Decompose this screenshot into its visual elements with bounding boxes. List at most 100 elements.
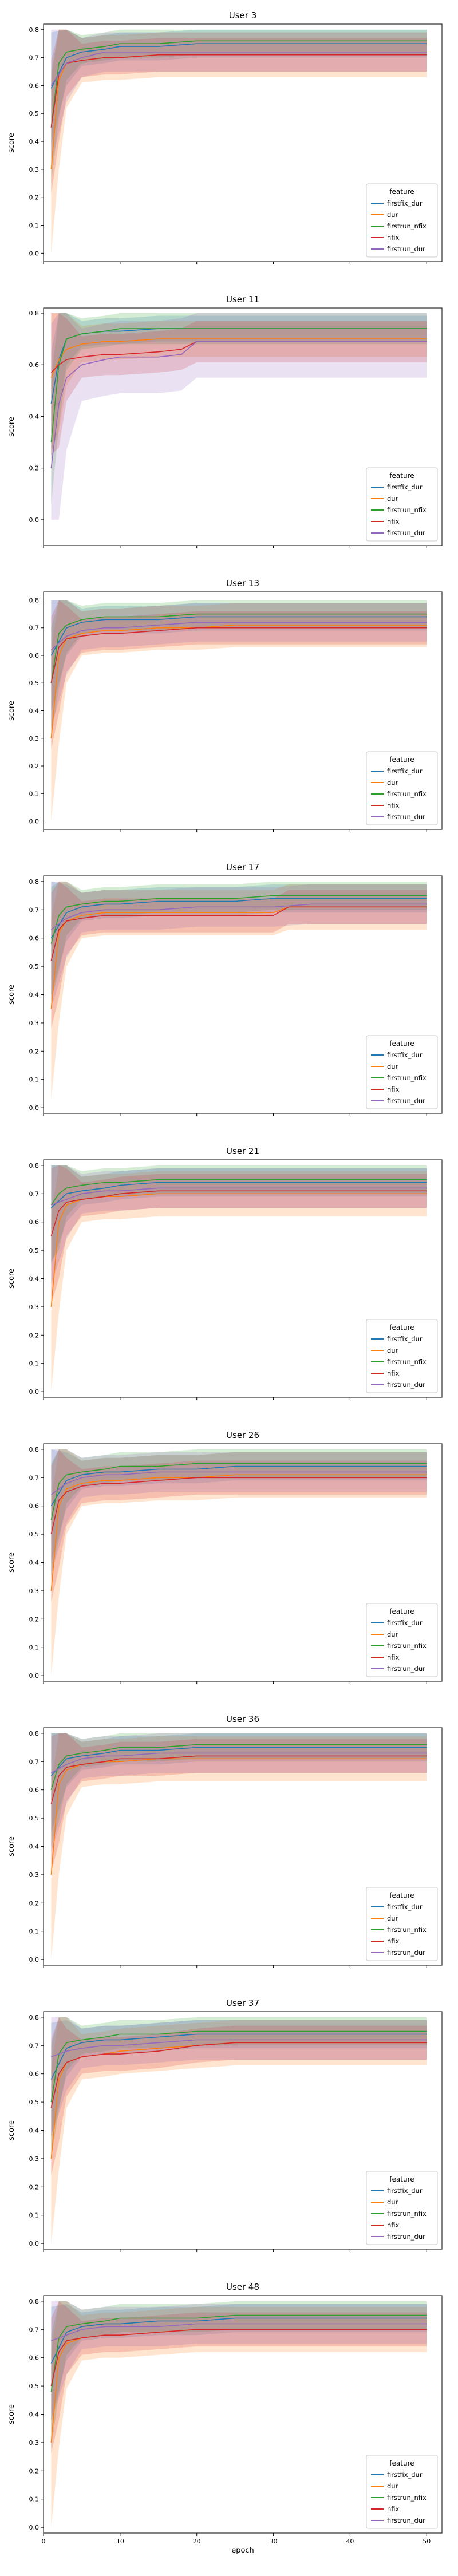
x-tick-label: 40 (346, 2538, 354, 2545)
confidence-band-nfix (51, 1733, 427, 1872)
confidence-band-nfix (51, 2017, 427, 2176)
series-line-firstfix_dur (50, 898, 427, 939)
y-tick-label: 0.2 (29, 762, 40, 770)
legend-entry-nfix: nfix (387, 801, 400, 809)
legend-entry-firstfix_dur: firstfix_dur (387, 1903, 423, 1911)
series-line-firstfix_dur (50, 2317, 427, 2364)
legend-entry-firstfix_dur: firstfix_dur (387, 483, 423, 491)
y-tick-label: 0.5 (29, 2383, 40, 2390)
chart-title: User 11 (226, 294, 259, 305)
y-tick-label: 0.8 (29, 2298, 40, 2305)
chart-user-panel: User 48 score 0.0 0.1 0.2 0.3 0.4 0.5 0.6 0.7 0.8 0… (7, 2282, 443, 2555)
y-tick-label: 0.5 (29, 110, 40, 117)
legend-entry-firstrun_nfix: firstrun_nfix (387, 790, 427, 798)
legend-entry-firstrun_nfix: firstrun_nfix (387, 2210, 427, 2218)
legend-box (366, 2455, 438, 2529)
x-tick-label: 0 (42, 2538, 46, 2545)
y-tick-label: 0.2 (29, 2467, 40, 2475)
x-tick-label: 30 (270, 2538, 278, 2545)
y-tick-label: 0.2 (29, 1332, 40, 1339)
legend-entry-firstrun_dur: firstrun_dur (387, 1381, 425, 1389)
chart-user-panel: User 37 score 0.0 0.1 0.2 0.3 0.4 0.5 0.6 0.7 0.8 f… (7, 1998, 443, 2252)
confidence-band-firstrun_dur (51, 2017, 427, 2136)
legend-entry-firstrun_dur: firstrun_dur (387, 529, 425, 537)
confidence-band-nfix (51, 1165, 427, 1304)
series-line-dur (50, 1474, 427, 1591)
y-tick-label: 0.6 (29, 82, 40, 89)
y-tick-label: 0.6 (29, 935, 40, 942)
series-line-dur (50, 1758, 427, 1875)
legend-box (366, 1603, 438, 1677)
confidence-band-nfix (51, 2301, 427, 2454)
series-line-firstrun_dur (50, 341, 427, 468)
series-line-firstfix_dur (50, 43, 427, 89)
y-tick-label: 0.8 (29, 2014, 40, 2021)
series-line-firstfix_dur (50, 616, 427, 656)
y-tick-label: 0.4 (29, 1275, 40, 1283)
y-tick-label: 0.8 (29, 1730, 40, 1737)
legend-title: feature (389, 472, 414, 480)
y-tick-label: 0.6 (29, 1219, 40, 1226)
series-line-firstrun_nfix (50, 2030, 427, 2103)
legend-entry-nfix: nfix (387, 1085, 400, 1093)
legend-entry-dur: dur (387, 779, 398, 787)
series-line-firstfix_dur (50, 1182, 427, 1208)
series-line-dur (50, 338, 427, 378)
y-tick-label: 0.3 (29, 2155, 40, 2163)
y-tick-label: 0.6 (29, 2071, 40, 2078)
chart-user-panel: User 36 score 0.0 0.1 0.2 0.3 0.4 0.5 0.6 0.7 0.8 f… (7, 1714, 443, 1968)
y-tick-label: 0.1 (29, 1360, 40, 1368)
confidence-band-firstfix_dur (51, 313, 427, 456)
confidence-band-dur (51, 313, 427, 451)
legend-entry-firstfix_dur: firstfix_dur (387, 2471, 423, 2479)
confidence-band-firstrun_nfix (51, 2301, 427, 2448)
legend-entry-dur: dur (387, 495, 398, 503)
plot-area (50, 2017, 427, 2244)
chart-title: User 3 (229, 10, 257, 21)
legend-entry-firstfix_dur: firstfix_dur (387, 767, 423, 775)
y-tick-label: 0.6 (29, 361, 40, 369)
y-tick-label: 0.0 (29, 2524, 40, 2531)
y-tick-label: 0.5 (29, 679, 40, 687)
chart-user-panel: User 13 score 0.0 0.1 0.2 0.3 0.4 0.5 0.6 0.7 0.8 f… (7, 578, 443, 832)
series-line-nfix (50, 2329, 427, 2387)
legend-entry-firstrun_nfix: firstrun_nfix (387, 1642, 427, 1650)
x-tick-label: 10 (116, 2538, 124, 2545)
confidence-band-firstfix_dur (51, 1733, 427, 1832)
series-line-nfix (50, 1190, 427, 1236)
chart-title: User 17 (226, 862, 259, 872)
legend-entry-nfix: nfix (387, 1369, 400, 1377)
legend-box (366, 751, 438, 825)
legend-entry-firstfix_dur: firstfix_dur (387, 199, 423, 207)
confidence-band-firstfix_dur (51, 29, 427, 144)
y-tick-label: 0.1 (29, 2212, 40, 2219)
y-tick-label: 0.0 (29, 250, 40, 257)
confidence-band-firstrun_dur (51, 881, 427, 1009)
plot-area (50, 29, 427, 254)
confidence-band-firstrun_dur (51, 313, 427, 520)
legend-entry-firstrun_nfix: firstrun_nfix (387, 1926, 427, 1934)
axes-frame (43, 307, 443, 546)
y-axis-label: score (7, 2404, 16, 2424)
series-line-firstrun_nfix (50, 1179, 427, 1206)
legend-entry-nfix: nfix (387, 1937, 400, 1945)
confidence-band-nfix (51, 881, 427, 1029)
plot-area (50, 1165, 427, 1392)
legend-entry-dur: dur (387, 211, 398, 219)
legend-title: feature (389, 1323, 414, 1332)
plot-area (50, 1449, 427, 1676)
confidence-band-firstrun_dur (51, 29, 427, 164)
legend-title: feature (389, 756, 414, 764)
series-line-dur (50, 1193, 427, 1307)
series-line-firstrun_dur (51, 1752, 427, 1773)
y-axis-label: score (7, 1836, 16, 1856)
legend-title: feature (389, 2459, 414, 2467)
legend-entry-firstrun_nfix: firstrun_nfix (387, 1358, 427, 1366)
y-tick-label: 0.4 (29, 413, 40, 420)
plot-area (50, 313, 427, 520)
y-tick-label: 0.8 (29, 310, 40, 317)
y-tick-label: 0.0 (29, 516, 40, 524)
